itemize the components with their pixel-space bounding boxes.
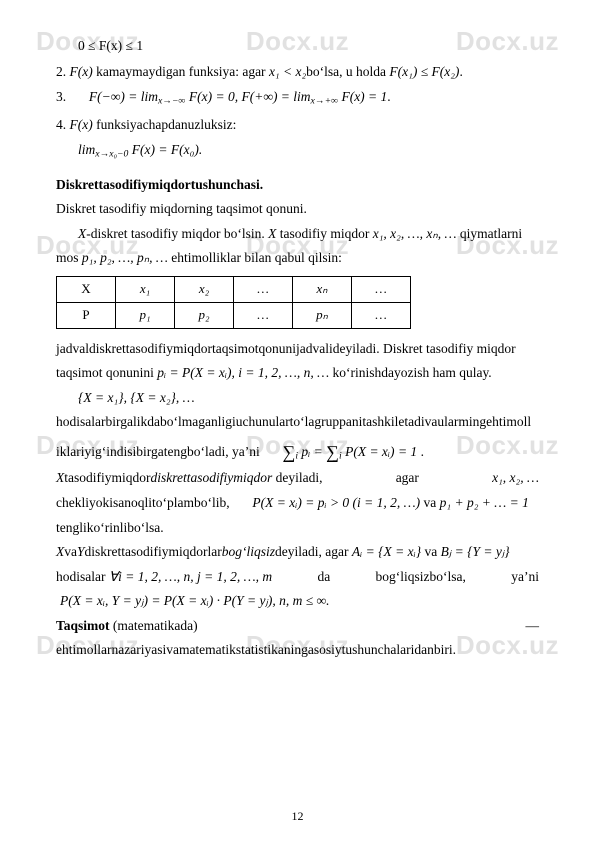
- para-16: ehtimollarnazariyasivamatematikstatistik…: [56, 640, 539, 660]
- p5-t1: taqsimot qonunini: [56, 365, 157, 380]
- eq-lim-lim: lim: [78, 142, 95, 157]
- page-content: 0 ≤ F(x) ≤ 1 2. F(x) kamaymaydigan funks…: [0, 0, 595, 693]
- p3-seq: p₁, p₂, …, pₙ, …: [82, 250, 168, 265]
- para-9: Xtasodifiymiqdordiskrettasodifiymiqdor d…: [56, 468, 539, 488]
- table-cell: …: [352, 302, 411, 328]
- item-4-text: funksiyachapdanuzluksiz:: [93, 117, 237, 132]
- p12-va: va: [64, 544, 77, 559]
- p2-seq: x₁, x₂, …, xₙ, …: [373, 226, 457, 241]
- p8-t1: iklariyigʻindisibirgatengboʻladi, yaʼni: [56, 444, 263, 459]
- item-3-eq1a: F(−∞) = lim: [89, 89, 158, 104]
- para-8: iklariyigʻindisibirgatengboʻladi, yaʼni …: [56, 437, 539, 464]
- p9-agar: agar: [396, 468, 419, 488]
- item-2: 2. F(x) kamaymaydigan funksiya: agar x₁ …: [56, 62, 539, 82]
- p15-taq: Taqsimot: [56, 618, 110, 633]
- p13-t1: hodisalar: [56, 569, 109, 584]
- p12-y: Y: [77, 544, 85, 559]
- p9-t1: tasodifiymiqdor: [64, 470, 150, 485]
- table-cell: p₁: [116, 302, 175, 328]
- table-cell: X: [57, 276, 116, 302]
- p12-t2: deyiladi, agar: [275, 544, 352, 559]
- para-13: hodisalar ∀i = 1, 2, …, n, j = 1, 2, …, …: [56, 567, 539, 587]
- item-4: 4. F(x) funksiyachapdanuzluksiz:: [56, 115, 539, 135]
- p2-t1: -diskret tasodifiy miqdor boʻlsin.: [86, 226, 268, 241]
- p13-t2: bogʻliqsizboʻlsa,: [376, 567, 466, 587]
- table-cell: x₂: [175, 276, 234, 302]
- p3-t2: ehtimolliklar bilan qabul qilsin:: [168, 250, 342, 265]
- item-3-num: 3.: [56, 89, 70, 104]
- p9-seq: x₁, x₂, …: [492, 468, 539, 488]
- p9-t2: deyiladi,: [272, 470, 322, 485]
- table-row: P p₁ p₂ … pₙ …: [57, 302, 411, 328]
- p5-eq: pᵢ = P(X = xᵢ), i = 1, 2, …, n, …: [157, 365, 329, 380]
- p10-va: va: [420, 495, 440, 510]
- table-cell: pₙ: [293, 302, 352, 328]
- item-2-result: F(x₁) ≤ F(x₂): [389, 64, 459, 79]
- p12-eqA: Aᵢ = {X = xᵢ}: [352, 544, 421, 559]
- item-3-sub1: x→−∞: [158, 96, 186, 107]
- p8-eq: ∑i pᵢ = ∑i P(X = xᵢ) = 1: [282, 444, 420, 459]
- p13-t3: yaʼni: [511, 567, 539, 587]
- para-10: chekliyokisanoqlitoʻplamboʻlib, P(X = xᵢ…: [56, 493, 539, 513]
- item-2-num: 2.: [56, 64, 70, 79]
- table-cell: …: [352, 276, 411, 302]
- p13-da: da: [317, 567, 330, 587]
- table-cell: …: [234, 276, 293, 302]
- eq-lim-body: F(x) = F(x₀): [128, 142, 198, 157]
- p13-eq: ∀i = 1, 2, …, n, j = 1, 2, …, m: [109, 569, 272, 584]
- heading-1: Diskrettasodifiymiqdortushunchasi.: [56, 175, 539, 195]
- table-cell: P: [57, 302, 116, 328]
- para-11: tenglikoʻrinliboʻlsa.: [56, 518, 539, 538]
- p12-eqB: Bⱼ = {Y = yⱼ}: [441, 544, 510, 559]
- p15-t1: (matematikada): [110, 618, 198, 633]
- p5-t2: koʻrinishdayozish ham qulay.: [329, 365, 492, 380]
- p3-t1: mos: [56, 250, 82, 265]
- para-1: Diskret tasodifiy miqdorning taqsimot qo…: [56, 199, 539, 219]
- p2-t3: qiymatlarni: [456, 226, 522, 241]
- para-4: jadvaldiskrettasodifiymiqdortaqsimotqonu…: [56, 339, 539, 359]
- table-cell: x₁: [116, 276, 175, 302]
- para-15: Taqsimot (matematikada) —: [56, 616, 539, 636]
- item-2-text1: kamaymaydigan funksiya: agar: [93, 64, 269, 79]
- table-cell: xₙ: [293, 276, 352, 302]
- table-cell: p₂: [175, 302, 234, 328]
- para-3: mos p₁, p₂, …, pₙ, … ehtimolliklar bilan…: [56, 248, 539, 268]
- p12-x: X: [56, 544, 64, 559]
- para-12: XvaYdiskrettasodifiymiqdorlarbogʻliqsizd…: [56, 542, 539, 562]
- p10-eq1: P(X = xᵢ) = pᵢ > 0 (i = 1, 2, …): [252, 495, 420, 510]
- p10-eq2: p₁ + p₂ + … = 1: [440, 495, 529, 510]
- p2-x: X: [78, 226, 86, 241]
- para-7: hodisalarbirgalikdaboʻlmaganligiuchunula…: [56, 412, 539, 432]
- item-3-sub2: x→+∞: [311, 96, 339, 107]
- item-4-fx: F(x): [70, 117, 93, 132]
- p9-x: X: [56, 470, 64, 485]
- item-3: 3. F(−∞) = limx→−∞ F(x) = 0, F(+∞) = lim…: [56, 87, 539, 109]
- p9-term: diskrettasodifiymiqdor: [151, 470, 273, 485]
- p12-t1: diskrettasodifiymiqdorlar: [85, 544, 222, 559]
- p15-dash: —: [526, 616, 540, 636]
- item-2-fx: F(x): [70, 64, 93, 79]
- eq-lim-sub: x→x₀−0: [95, 149, 128, 160]
- para-6: {X = x₁}, {X = x₂}, …: [56, 388, 539, 408]
- para-5: taqsimot qonunini pᵢ = P(X = xᵢ), i = 1,…: [56, 363, 539, 383]
- item-3-eq1b: F(x) = 0, F(+∞) = lim: [186, 89, 311, 104]
- eq-bounds: 0 ≤ F(x) ≤ 1: [56, 36, 539, 56]
- item-4-num: 4.: [56, 117, 70, 132]
- table-row: X x₁ x₂ … xₙ …: [57, 276, 411, 302]
- p2-t2: tasodifiy miqdor: [276, 226, 372, 241]
- item-3-eq1c: F(x) = 1: [338, 89, 387, 104]
- table-cell: …: [234, 302, 293, 328]
- page-number: 12: [0, 809, 595, 824]
- para-2: X-diskret tasodifiy miqdor boʻlsin. X ta…: [56, 224, 539, 244]
- distribution-table: X x₁ x₂ … xₙ … P p₁ p₂ … pₙ …: [56, 276, 411, 329]
- eq-limit: limx→x₀−0 F(x) = F(x₀).: [56, 140, 539, 162]
- item-2-text2: boʻlsa, u holda: [306, 64, 389, 79]
- para-14: P(X = xᵢ, Y = yⱼ) = P(X = xᵢ) · P(Y = yⱼ…: [60, 591, 539, 611]
- p12-term: bogʻliqsiz: [222, 544, 275, 559]
- p10-t1: chekliyokisanoqlitoʻplamboʻlib,: [56, 495, 230, 510]
- p12-va2: va: [421, 544, 441, 559]
- item-2-cond: x₁ < x₂: [269, 64, 306, 79]
